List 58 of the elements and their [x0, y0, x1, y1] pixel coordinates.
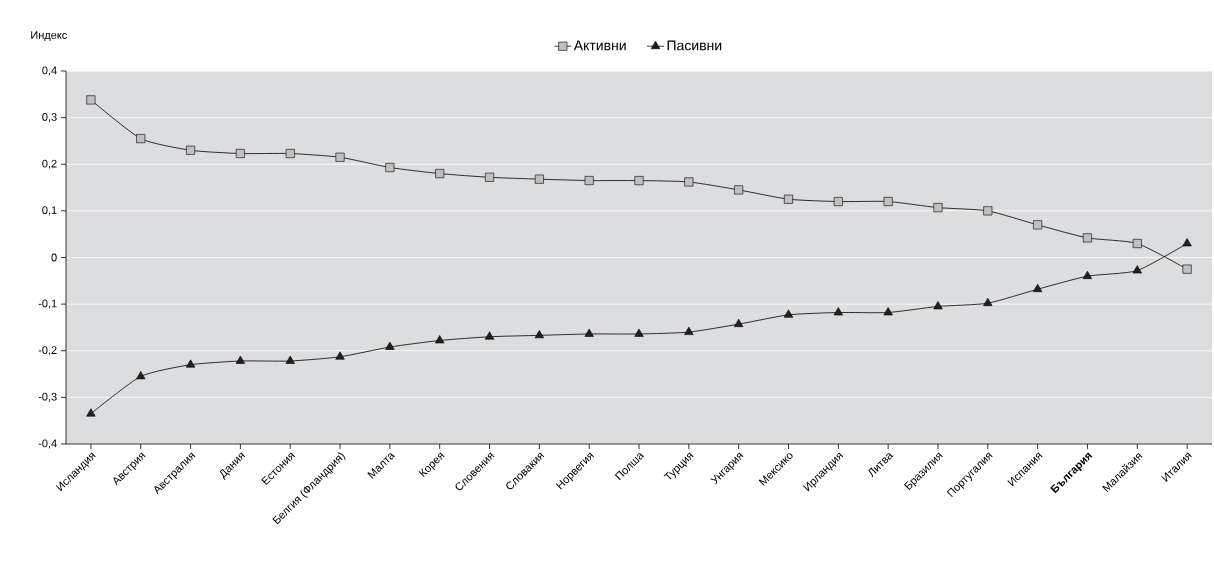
- point: [584, 176, 594, 186]
- point: [783, 194, 793, 204]
- point: [1082, 270, 1093, 279]
- y-tick-label: 0: [51, 253, 57, 262]
- point: [136, 371, 146, 380]
- y-tick-label: 0,1: [42, 206, 57, 216]
- point: [335, 351, 345, 360]
- point: [1132, 239, 1142, 249]
- y-tick-label: -0,2: [38, 346, 57, 356]
- point: [136, 134, 146, 144]
- legend-label: Пасивни: [667, 40, 722, 51]
- point: [734, 185, 744, 195]
- point: [1032, 283, 1043, 292]
- point: [684, 177, 694, 187]
- y-tick-label: -0,3: [38, 392, 57, 402]
- point: [933, 203, 943, 213]
- point: [634, 176, 644, 186]
- y-tick-label: -0,4: [38, 439, 57, 449]
- point: [335, 152, 345, 162]
- y-tick-label: 0,3: [42, 113, 57, 123]
- y-tick-label: -0,1: [38, 299, 57, 309]
- point: [435, 335, 445, 344]
- point: [484, 331, 495, 340]
- point: [1033, 220, 1043, 230]
- point: [883, 197, 893, 207]
- point: [534, 330, 544, 339]
- point: [783, 309, 794, 318]
- point: [833, 197, 843, 207]
- y-tick-label: 0,2: [42, 159, 57, 169]
- point: [235, 355, 246, 364]
- point: [734, 318, 744, 327]
- y-tick-label: 0,4: [42, 66, 57, 76]
- point: [385, 163, 395, 173]
- point: [285, 355, 295, 364]
- point: [1082, 233, 1092, 243]
- legend-label: Активни: [573, 40, 626, 51]
- point: [285, 149, 295, 159]
- point: [883, 307, 893, 316]
- point: [983, 297, 993, 306]
- point: [1182, 238, 1192, 247]
- point: [933, 301, 943, 310]
- point: [185, 359, 196, 368]
- point: [435, 169, 445, 179]
- point: [534, 174, 544, 184]
- point: [86, 408, 96, 417]
- point: [584, 328, 594, 337]
- point: [1132, 265, 1142, 274]
- point: [186, 145, 196, 155]
- point: [634, 328, 644, 337]
- y-axis-title: Индекс: [31, 31, 67, 42]
- point: [684, 326, 694, 335]
- point: [86, 95, 96, 105]
- point: [235, 149, 245, 159]
- point: [485, 172, 495, 182]
- point: [833, 307, 843, 316]
- point: [1182, 264, 1192, 274]
- point: [983, 206, 993, 216]
- point: [385, 341, 395, 350]
